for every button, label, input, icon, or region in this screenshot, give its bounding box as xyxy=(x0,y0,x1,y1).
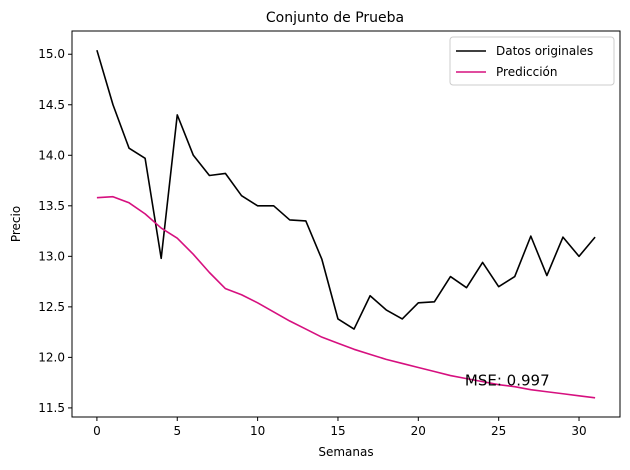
legend: Datos originales Predicción xyxy=(449,36,615,86)
series-line-prediccion xyxy=(96,195,596,399)
legend-label-prediccion: Predicción xyxy=(496,65,558,79)
y-tick-label: 14.0 xyxy=(38,148,65,162)
x-axis-label: Semanas xyxy=(318,445,373,459)
x-tick-label: 10 xyxy=(250,424,265,438)
x-tick-label: 25 xyxy=(491,424,506,438)
y-tick-label: 13.0 xyxy=(38,249,65,263)
x-tick-label: 0 xyxy=(93,424,101,438)
x-tick-label: 5 xyxy=(173,424,181,438)
axis-ticks: 0 5 10 15 20 25 30 11.5 12.0 12.5 13.0 13.5 14.0 14.5… xyxy=(38,47,586,438)
series-line-datos-originales xyxy=(96,49,596,330)
legend-box xyxy=(449,36,615,86)
y-tick-label: 13.5 xyxy=(38,199,65,213)
chart-title: Conjunto de Prueba xyxy=(266,10,404,26)
x-tick-label: 15 xyxy=(330,424,345,438)
y-tick-label: 12.5 xyxy=(38,300,65,314)
plot-frame xyxy=(71,30,621,418)
mse-annotation: MSE: 0.997 xyxy=(465,372,550,390)
x-tick-label: 20 xyxy=(411,424,426,438)
y-tick-label: 14.5 xyxy=(38,98,65,112)
y-tick-label: 11.5 xyxy=(38,401,65,415)
y-tick-label: 15.0 xyxy=(38,47,65,61)
legend-label-datos-originales: Datos originales xyxy=(496,44,593,58)
x-tick-label: 30 xyxy=(571,424,586,438)
y-tick-label: 12.0 xyxy=(38,350,65,364)
series-layer xyxy=(96,49,596,399)
y-axis-label: Precio xyxy=(9,206,23,242)
